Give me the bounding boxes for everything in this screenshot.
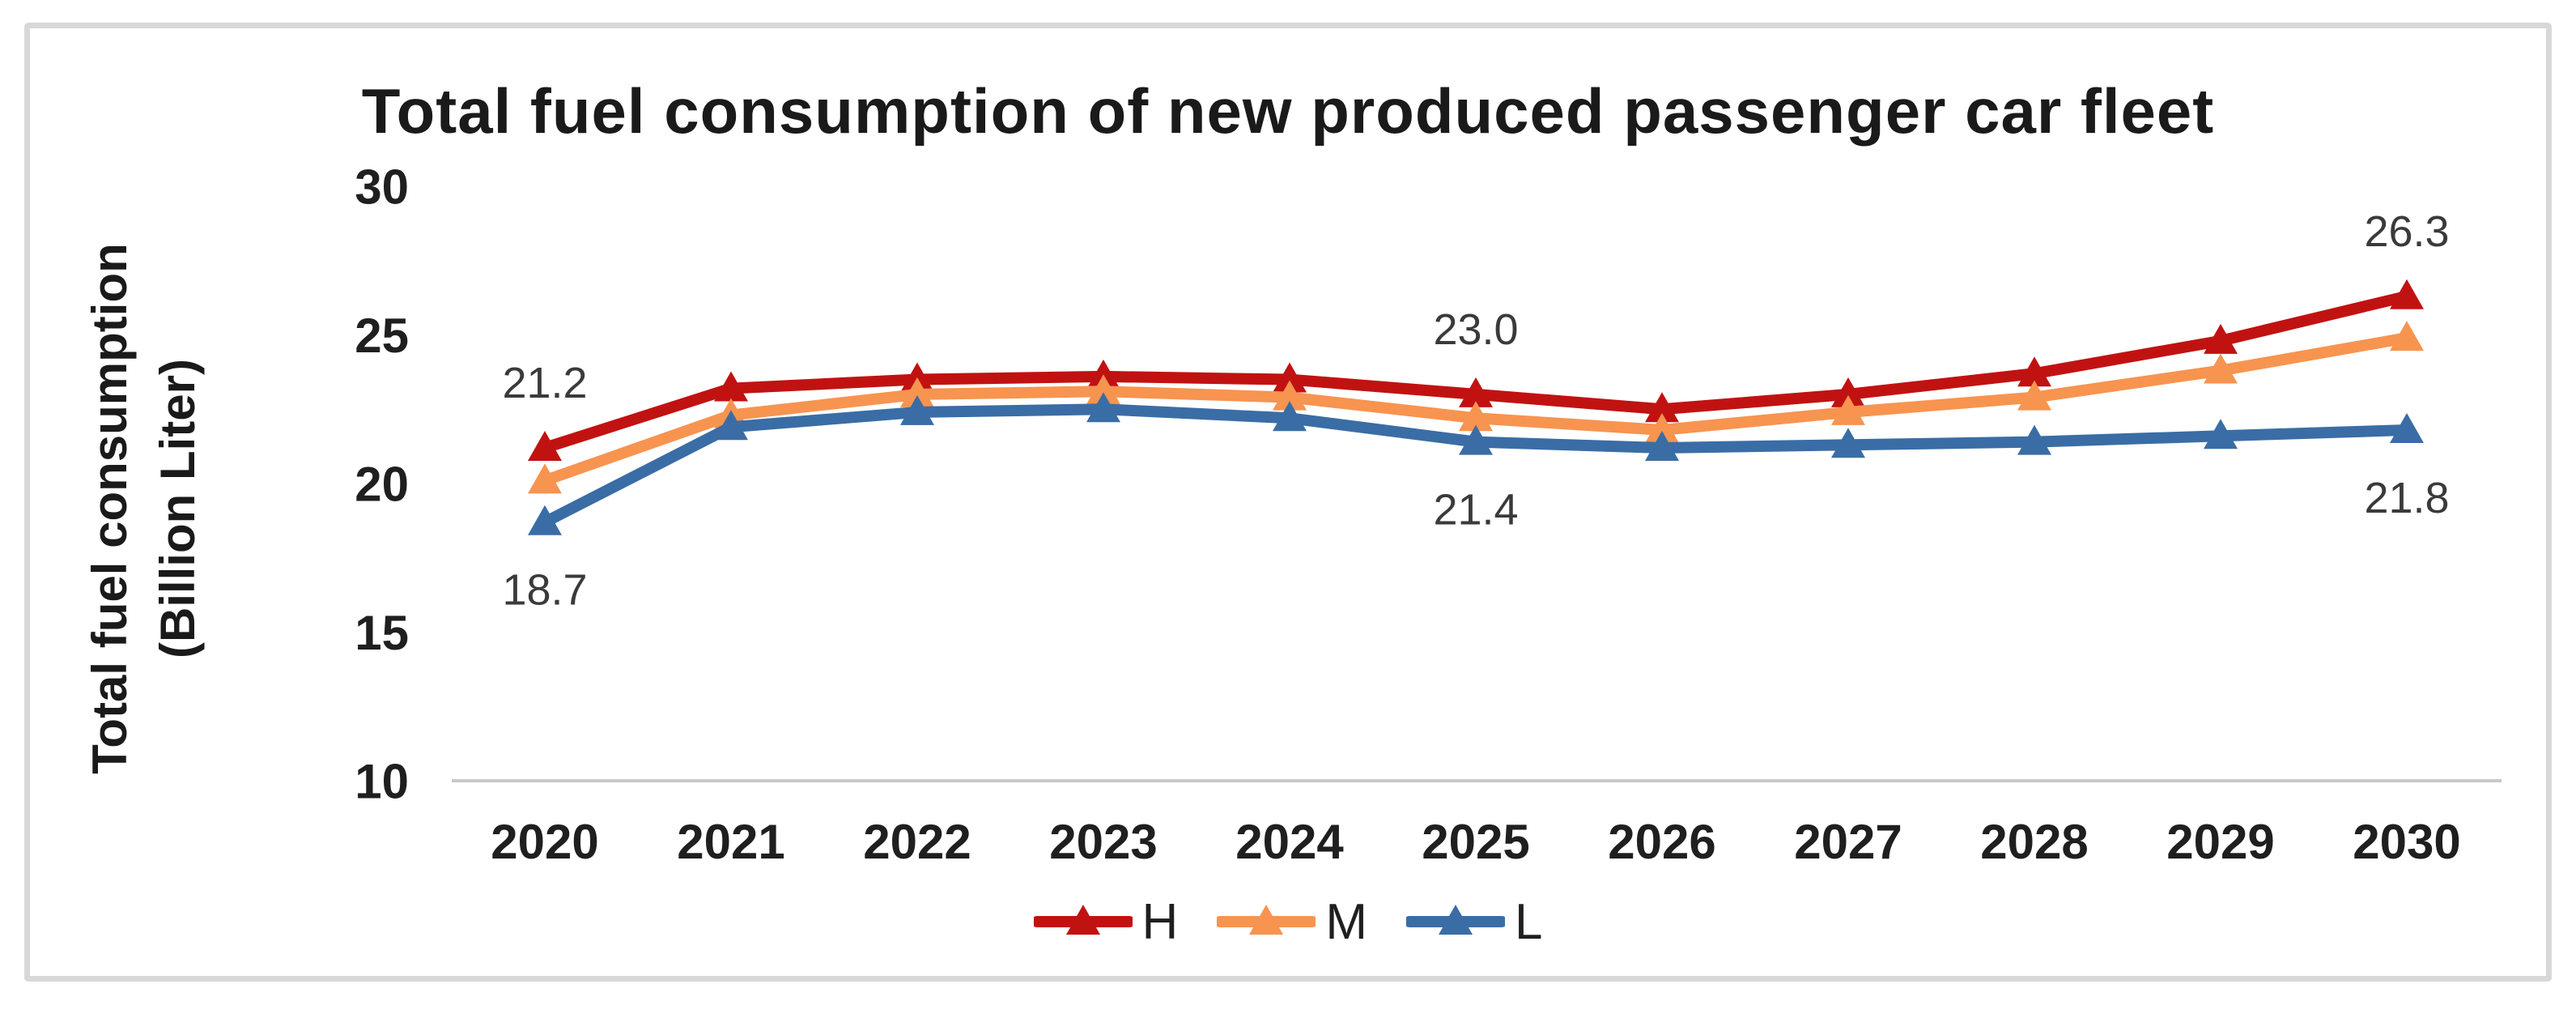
x-tick-label: 2020: [491, 815, 598, 869]
series-marker-L: [1273, 401, 1307, 432]
y-tick-label: 15: [355, 606, 409, 660]
series-marker-H: [2204, 323, 2238, 354]
legend-label: H: [1141, 893, 1179, 950]
series-marker-M: [1459, 401, 1493, 432]
point-label: 26.3: [2364, 207, 2449, 256]
series-marker-H: [528, 430, 562, 461]
x-tick-label: 2026: [1608, 815, 1715, 869]
x-tick-label: 2022: [863, 815, 971, 869]
point-label: 21.2: [502, 359, 587, 407]
series-marker-H: [1645, 392, 1679, 423]
x-tick-label: 2024: [1235, 815, 1344, 869]
series-marker-M: [1831, 394, 1865, 425]
series-marker-L: [1459, 424, 1493, 455]
series-marker-H: [2017, 356, 2051, 387]
point-label: 23.0: [1433, 305, 1518, 354]
series-marker-L: [2204, 419, 2238, 449]
x-tick-label: 2025: [1422, 815, 1529, 869]
x-tick-label: 2021: [677, 815, 784, 869]
x-tick-label: 2030: [2353, 815, 2460, 869]
series-marker-L: [1831, 428, 1865, 458]
series-marker-M: [2204, 353, 2238, 384]
point-label: 21.8: [2364, 474, 2449, 522]
x-tick-label: 2028: [1980, 815, 2088, 869]
legend-line-marker-swatch: [1217, 905, 1316, 935]
legend-item-H: H: [1033, 893, 1179, 951]
point-label: 18.7: [502, 566, 587, 615]
chart-card: [24, 23, 2552, 982]
chart-title: Total fuel consumption of new produced p…: [361, 75, 2215, 147]
series-marker-L: [1086, 392, 1120, 423]
series-marker-M: [1086, 374, 1120, 405]
series-marker-H: [2390, 279, 2424, 309]
y-tick-label: 30: [355, 160, 409, 215]
series-marker-L: [528, 505, 562, 535]
series-marker-M: [528, 463, 562, 494]
series-marker-H: [1459, 377, 1493, 407]
series-marker-M: [1645, 412, 1679, 443]
x-tick-label: 2023: [1049, 815, 1157, 869]
series-marker-H: [1831, 377, 1865, 407]
legend-line-marker-swatch: [1033, 905, 1133, 935]
legend-label: L: [1514, 893, 1543, 950]
series-marker-M: [2390, 321, 2424, 351]
y-tick-label: 10: [355, 755, 409, 809]
series-marker-M: [900, 377, 934, 407]
series-marker-M: [2017, 380, 2051, 411]
y-tick-label: 20: [355, 458, 409, 512]
series-marker-M: [1273, 380, 1307, 411]
series-marker-L: [2017, 424, 2051, 455]
point-label: 21.4: [1433, 486, 1518, 535]
legend-line-marker-swatch: [1405, 905, 1505, 935]
series-marker-L: [714, 410, 748, 441]
series-marker-L: [900, 394, 934, 425]
series-marker-L: [1645, 430, 1679, 461]
legend-item-L: L: [1405, 893, 1543, 951]
legend-label: M: [1325, 893, 1367, 950]
x-tick-label: 2027: [1794, 815, 1902, 869]
x-tick-label: 2029: [2166, 815, 2274, 869]
legend-item-M: M: [1217, 893, 1367, 951]
y-tick-label: 25: [355, 309, 409, 363]
series-marker-H: [714, 371, 748, 402]
series-marker-L: [2390, 412, 2424, 443]
series-marker-H: [1273, 362, 1307, 393]
